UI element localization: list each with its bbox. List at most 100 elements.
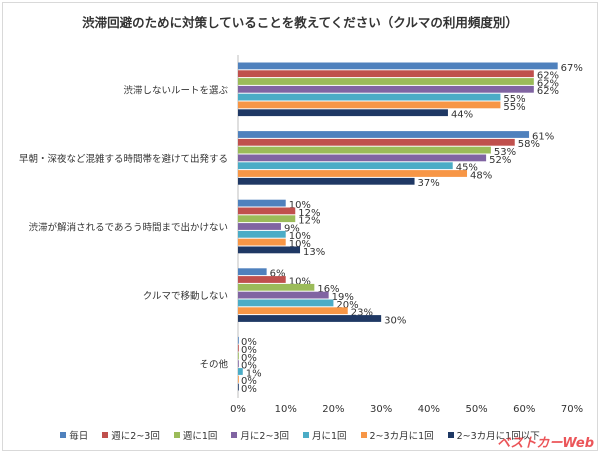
bar: [238, 109, 448, 117]
data-label: 52%: [489, 155, 511, 166]
bar: [238, 131, 530, 138]
legend-swatch: [173, 432, 180, 438]
bar: [238, 268, 267, 276]
data-label: 62%: [537, 78, 559, 89]
chart-title: 渋滞回避のために対策していることを教えてください（クルマの利用頻度別）: [82, 15, 518, 30]
bar: [238, 291, 329, 299]
legend-swatch: [60, 432, 67, 438]
bar: [238, 336, 239, 344]
data-label: 0%: [241, 384, 257, 395]
data-label: 16%: [317, 284, 339, 295]
bar: [238, 162, 453, 170]
data-label: 45%: [456, 163, 478, 174]
data-label: 53%: [494, 147, 516, 158]
legend-item: 毎日: [60, 428, 88, 442]
legend-item: 週に2~3回: [102, 428, 160, 442]
legend-item: 月に2~3回: [231, 428, 289, 442]
bar: [238, 375, 239, 383]
data-label: 9%: [284, 223, 300, 234]
bar: [238, 283, 315, 291]
data-label: 67%: [561, 63, 583, 74]
data-label: 0%: [241, 337, 257, 348]
data-label: 10%: [289, 276, 311, 287]
legend-label: 月に2~3回: [240, 431, 289, 442]
bar: [238, 276, 286, 283]
x-tick-label: 50%: [465, 404, 487, 415]
data-label: 10%: [289, 231, 311, 242]
bar: [238, 360, 239, 368]
data-label: 0%: [241, 353, 257, 364]
legend: 毎日 週に2~3回 週に1回 月に2~3回 月に1回 2~3カ月に1回 2~3カ月に1回以下: [0, 428, 600, 442]
data-label: 61%: [532, 131, 554, 142]
data-label: 44%: [451, 110, 473, 121]
legend-item: 2~3カ月に1回以下: [447, 428, 540, 442]
bar: [238, 246, 301, 254]
x-tick-label: 60%: [513, 404, 535, 415]
legend-swatch: [360, 432, 367, 438]
data-label: 12%: [298, 216, 320, 227]
x-tick-label: 30%: [370, 404, 392, 415]
bar: [238, 352, 239, 360]
bar: [238, 62, 558, 70]
bar: [238, 70, 534, 78]
bar: [238, 170, 468, 177]
data-label: 58%: [518, 139, 540, 150]
bar: [238, 199, 286, 207]
data-label: 10%: [289, 200, 311, 211]
legend-label: 週に2~3回: [111, 431, 160, 442]
legend-item: 週に1回: [173, 428, 218, 442]
legend-swatch: [302, 432, 309, 438]
data-label: 19%: [332, 292, 354, 303]
data-label: 0%: [241, 376, 257, 387]
legend-item: 月に1回: [302, 428, 347, 442]
data-label: 0%: [241, 345, 257, 356]
legend-swatch: [102, 432, 109, 438]
bar: [238, 299, 334, 307]
data-label: 20%: [336, 300, 358, 311]
bar: [238, 146, 491, 154]
bar: [238, 93, 501, 101]
data-label: 48%: [470, 170, 492, 181]
data-label: 37%: [418, 178, 440, 189]
legend-swatch: [447, 432, 454, 438]
data-label: 10%: [289, 239, 311, 250]
bar: [238, 223, 281, 230]
x-tick-label: 10%: [275, 404, 297, 415]
bar: [238, 138, 515, 146]
x-tick-label: 20%: [322, 404, 344, 415]
x-tick-label: 70%: [561, 404, 583, 415]
data-label: 62%: [537, 86, 559, 97]
bar: [238, 368, 243, 375]
bar: [238, 85, 534, 93]
bar: [238, 307, 348, 315]
legend-label: 2~3カ月に1回: [369, 431, 434, 442]
category-label: 渋滞が解消されるであろう時間まで出かけない: [29, 222, 228, 234]
bar: [238, 177, 415, 185]
legend-label: 月に1回: [311, 431, 347, 442]
x-tick-label: 0%: [230, 404, 246, 415]
x-tick-label: 40%: [418, 404, 440, 415]
data-label: 0%: [241, 361, 257, 372]
category-label: クルマで移動しない: [143, 290, 228, 302]
data-label: 62%: [537, 71, 559, 82]
legend-label: 週に1回: [182, 431, 218, 442]
bar: [238, 238, 286, 246]
legend-swatch: [231, 432, 238, 438]
data-label: 12%: [298, 208, 320, 219]
bar: [238, 101, 501, 109]
data-label: 30%: [384, 315, 406, 326]
data-label: 1%: [246, 368, 262, 379]
category-label: 渋滞しないルートを選ぶ: [123, 84, 228, 96]
bar: [238, 207, 296, 215]
data-label: 23%: [351, 308, 373, 319]
bar: [238, 383, 239, 391]
legend-item: 2~3カ月に1回: [360, 428, 434, 442]
data-label: 13%: [303, 247, 325, 258]
legend-label: 毎日: [69, 431, 89, 442]
bar: [238, 78, 534, 85]
bar: [238, 215, 296, 223]
data-label: 6%: [270, 269, 286, 280]
